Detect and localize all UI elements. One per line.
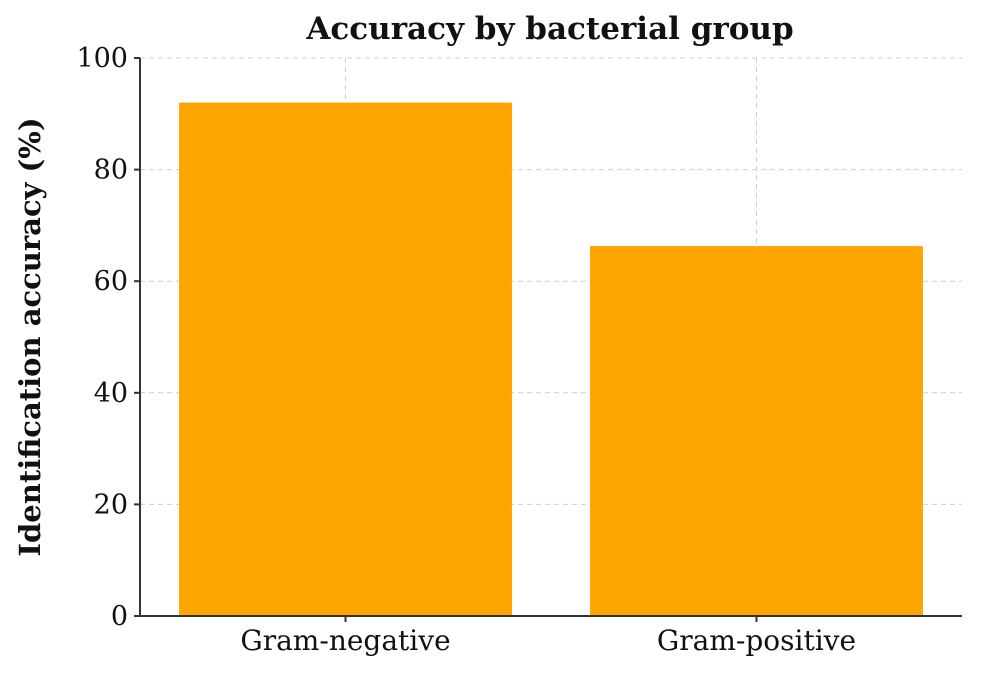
y-tick-label: 20 bbox=[94, 489, 128, 520]
bar-gram-positive bbox=[590, 246, 923, 616]
y-axis-label: Identification accuracy (%) bbox=[13, 117, 47, 556]
x-tick-label: Gram-positive bbox=[657, 624, 856, 657]
y-tick-label: 100 bbox=[76, 43, 128, 74]
y-tick-label: 60 bbox=[94, 266, 128, 297]
tick-labels: 0 20 40 60 80 100 Gram-negative Gram-positive bbox=[76, 43, 856, 657]
bar-gram-negative bbox=[179, 102, 512, 616]
y-tick-label: 0 bbox=[111, 601, 128, 632]
y-tick-label: 80 bbox=[94, 155, 128, 186]
bars bbox=[179, 102, 923, 616]
x-tick-label: Gram-negative bbox=[240, 624, 450, 657]
chart-title: Accuracy by bacterial group bbox=[305, 11, 793, 47]
y-tick-label: 40 bbox=[94, 378, 128, 409]
